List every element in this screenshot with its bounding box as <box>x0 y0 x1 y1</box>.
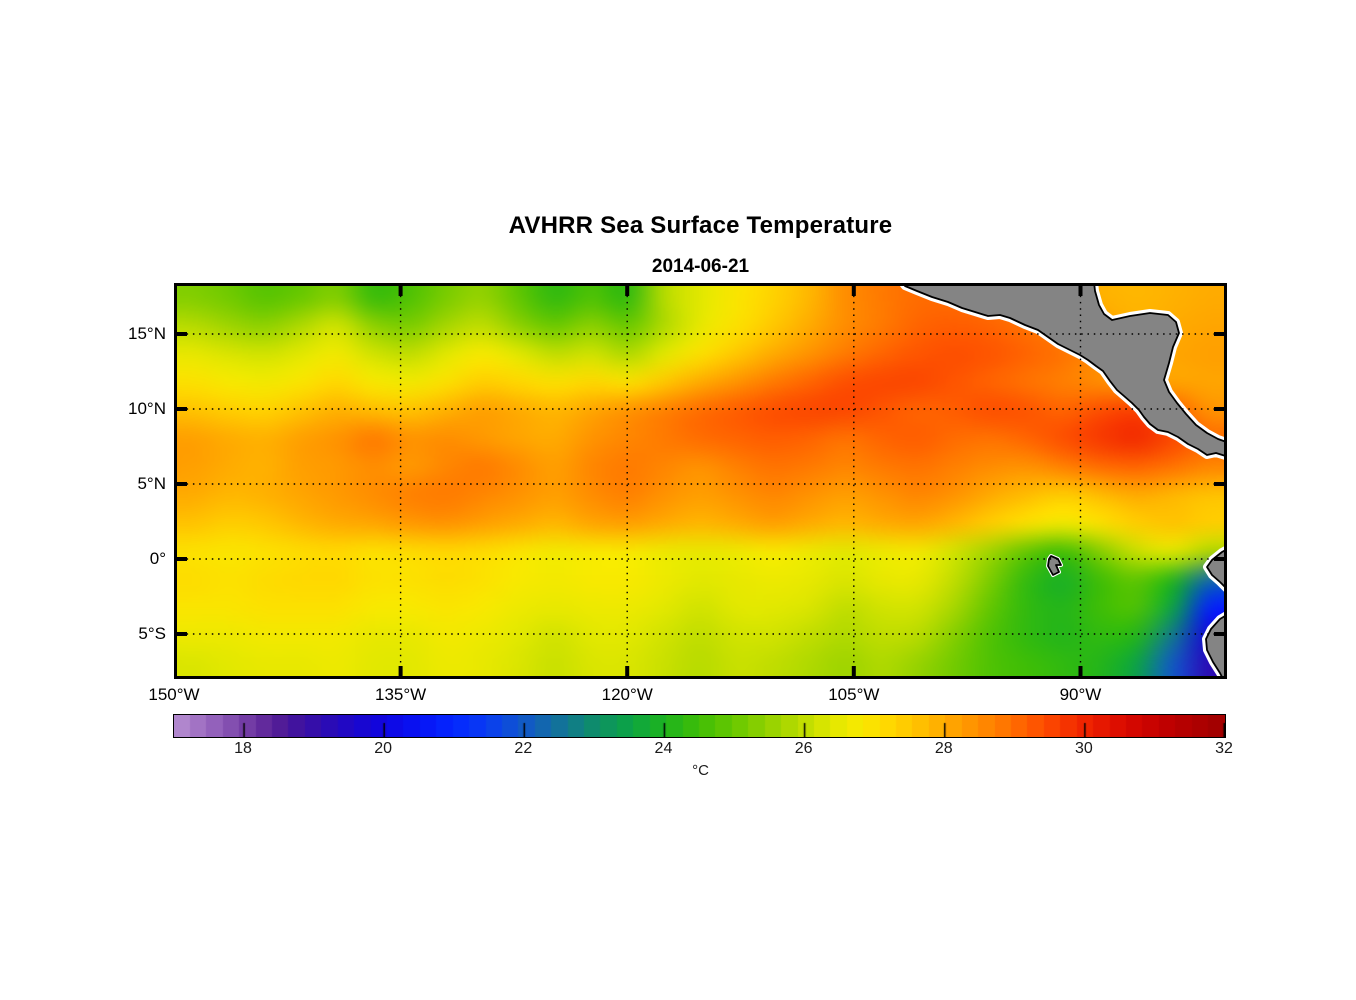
tick-mark <box>1214 332 1227 336</box>
colorbar-unit-label: °C <box>692 762 709 779</box>
colorbar <box>173 714 1226 738</box>
tick-mark <box>174 557 187 561</box>
colorbar-tick-label: 28 <box>934 740 953 757</box>
colorbar-tick-label: 20 <box>374 740 393 757</box>
tick-mark <box>174 482 187 486</box>
tick-mark <box>1078 283 1083 296</box>
tick-mark <box>625 283 630 296</box>
tick-mark <box>625 666 630 679</box>
colorbar-tick-label: 24 <box>654 740 673 757</box>
x-tick-label: 90°W <box>1059 685 1102 704</box>
tick-mark <box>1214 632 1227 636</box>
tick-mark <box>174 632 187 636</box>
x-tick-label: 120°W <box>601 685 653 704</box>
tick-mark <box>398 283 403 296</box>
chart-title: AVHRR Sea Surface Temperature <box>508 212 893 239</box>
sst-heatmap-canvas <box>174 283 1227 679</box>
y-tick-label: 10°N <box>128 399 166 418</box>
x-tick-label: 150°W <box>148 685 200 704</box>
x-tick-label: 105°W <box>828 685 880 704</box>
tick-mark <box>851 283 856 296</box>
axes-border <box>174 283 1227 679</box>
chart-date-subtitle: 2014-06-21 <box>651 256 750 277</box>
tick-mark <box>1214 482 1227 486</box>
x-tick-label: 135°W <box>375 685 427 704</box>
tick-mark <box>1214 407 1227 411</box>
y-tick-label: 15°N <box>128 324 166 343</box>
colorbar-tick-label: 30 <box>1074 740 1093 757</box>
land-peru <box>1205 613 1227 679</box>
colorbar-tick-label: 32 <box>1215 740 1233 757</box>
colorbar-tick-label: 18 <box>234 740 252 757</box>
colorbar-tick-label: 26 <box>794 740 813 757</box>
y-tick-label: 5°N <box>137 474 166 493</box>
tick-mark <box>851 666 856 679</box>
tick-mark <box>398 666 403 679</box>
map-overlay <box>174 283 1227 679</box>
tick-mark <box>174 407 187 411</box>
tick-mark <box>1078 666 1083 679</box>
land-central_america <box>901 283 1227 458</box>
y-tick-label: 0° <box>149 549 166 568</box>
map-plot-area <box>174 283 1227 679</box>
tick-mark <box>174 332 187 336</box>
y-tick-label: 5°S <box>138 624 166 643</box>
tick-mark <box>1214 557 1227 561</box>
land-galapagos <box>1047 555 1062 576</box>
colorbar-tick-label: 22 <box>514 740 533 757</box>
